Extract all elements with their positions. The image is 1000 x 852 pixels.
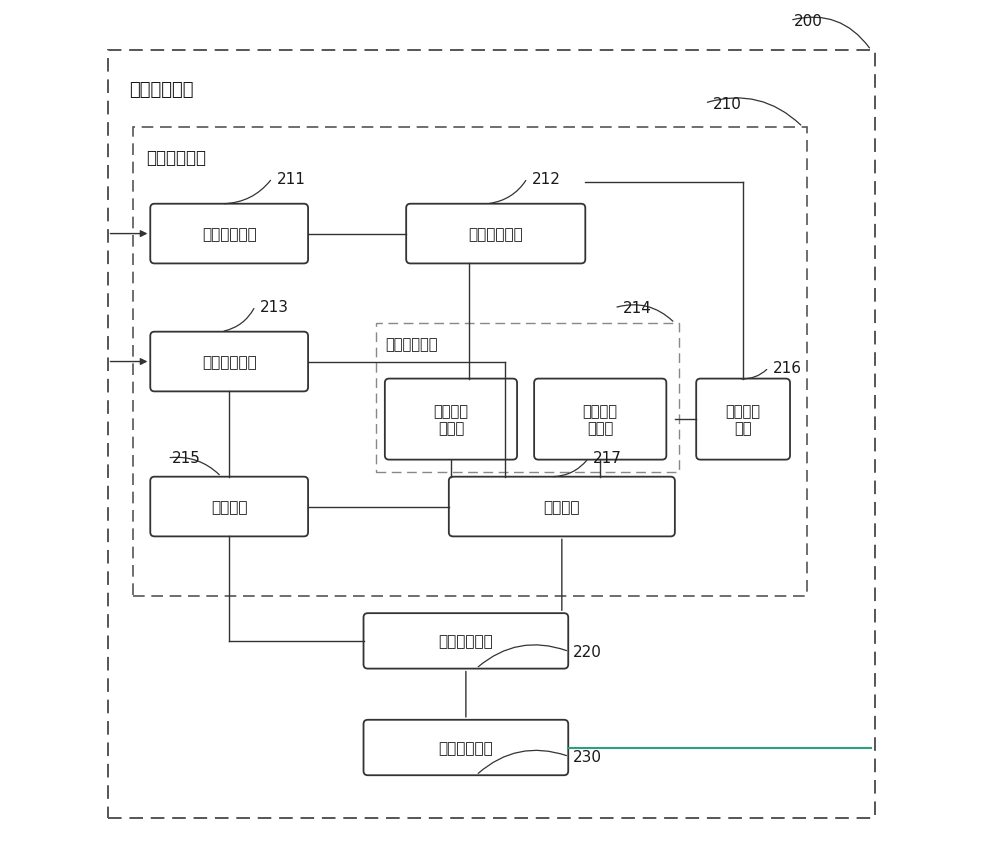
FancyBboxPatch shape — [150, 204, 308, 264]
FancyBboxPatch shape — [696, 379, 790, 460]
Text: 数据缓存
子单元: 数据缓存 子单元 — [433, 404, 468, 435]
Text: 输入缓存单元: 输入缓存单元 — [468, 227, 523, 242]
Text: 计算单元: 计算单元 — [544, 499, 580, 515]
Text: 213: 213 — [259, 299, 288, 314]
Text: 卷积计算模块: 卷积计算模块 — [146, 149, 206, 167]
Text: 控制接口单元: 控制接口单元 — [202, 354, 257, 370]
Text: 控制单元: 控制单元 — [211, 499, 247, 515]
Text: 数据存储单元: 数据存储单元 — [385, 337, 437, 352]
Text: 214: 214 — [623, 301, 652, 316]
FancyBboxPatch shape — [150, 477, 308, 537]
Text: 211: 211 — [277, 171, 305, 187]
FancyBboxPatch shape — [406, 204, 585, 264]
FancyBboxPatch shape — [449, 477, 675, 537]
Bar — [133, 128, 807, 596]
Text: 212: 212 — [532, 171, 560, 187]
Text: 220: 220 — [573, 644, 602, 659]
Text: 神经网络模型: 神经网络模型 — [129, 81, 193, 99]
FancyBboxPatch shape — [385, 379, 517, 460]
Text: 200: 200 — [794, 14, 823, 29]
Text: 230: 230 — [573, 749, 602, 764]
FancyBboxPatch shape — [150, 332, 308, 392]
Text: 215: 215 — [172, 451, 200, 466]
Text: 数据输出模块: 数据输出模块 — [439, 740, 493, 755]
Text: 数据压缩模块: 数据压缩模块 — [439, 634, 493, 648]
Text: 216: 216 — [773, 360, 802, 376]
FancyBboxPatch shape — [364, 613, 568, 669]
Bar — [376, 324, 679, 473]
Text: 数据接口单元: 数据接口单元 — [202, 227, 257, 242]
Text: 210: 210 — [713, 96, 742, 112]
Text: 权重存储
单元: 权重存储 单元 — [726, 404, 761, 435]
Text: 217: 217 — [593, 451, 622, 466]
FancyBboxPatch shape — [534, 379, 666, 460]
Text: 数据分发
子单元: 数据分发 子单元 — [583, 404, 618, 435]
FancyBboxPatch shape — [364, 720, 568, 775]
